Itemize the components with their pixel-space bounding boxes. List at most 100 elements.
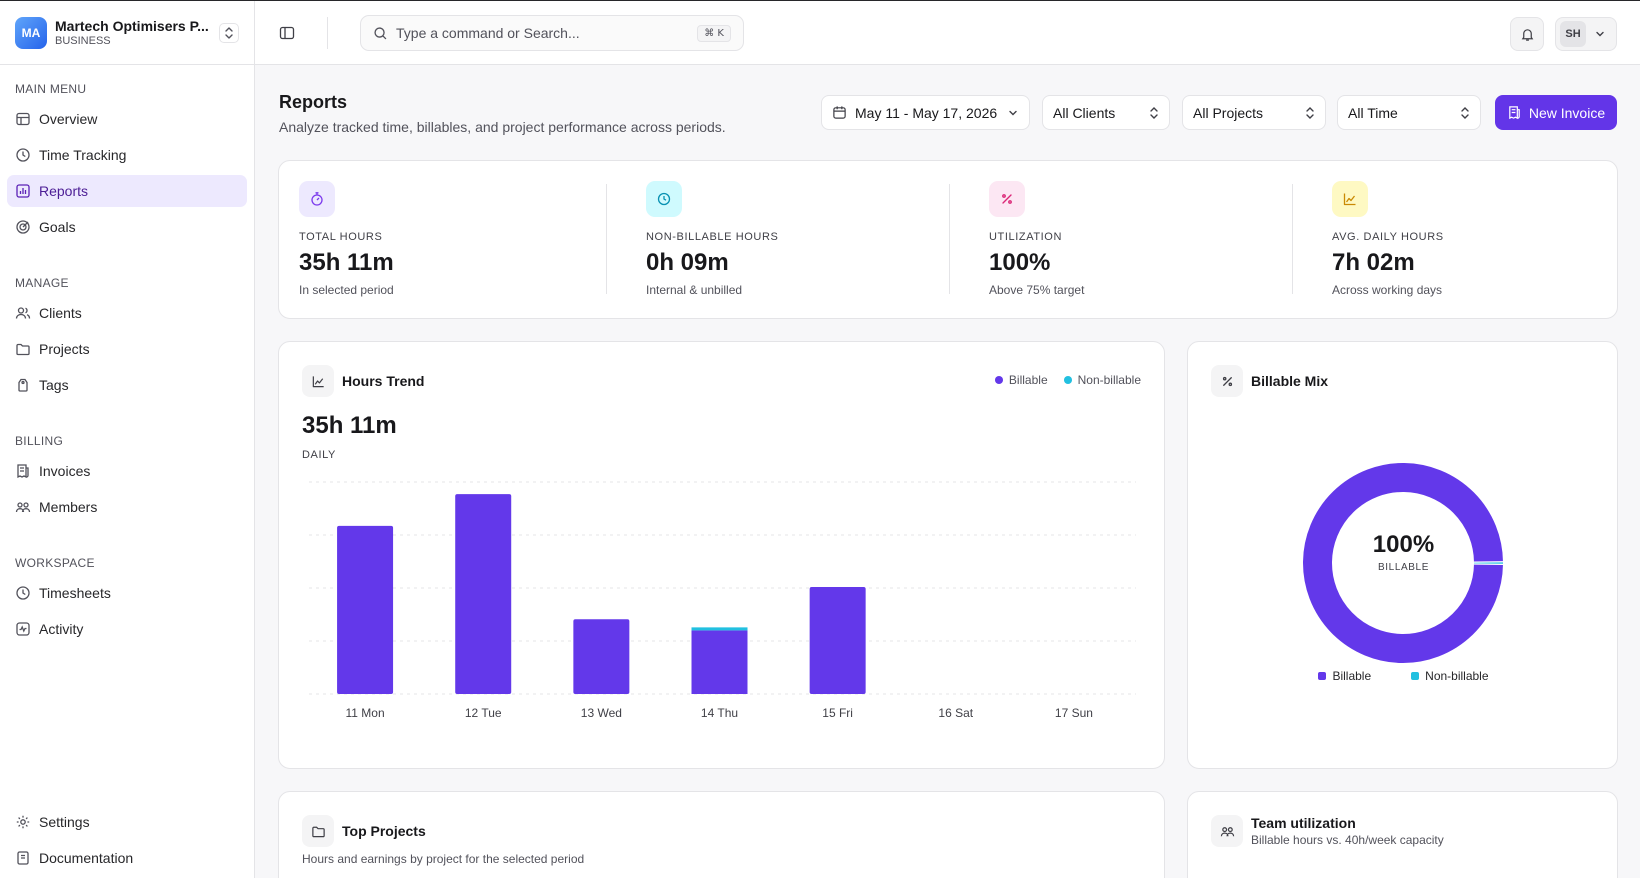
chevrons-up-down-icon [1460, 106, 1470, 119]
sidebar-item-activity[interactable]: Activity [7, 613, 247, 645]
legend-item-billable: Billable [1318, 669, 1371, 683]
org-name: Martech Optimisers P... [55, 18, 209, 34]
sidebar-item-invoices[interactable]: Invoices [7, 455, 247, 487]
sidebar-footer: Settings Documentation [0, 806, 255, 874]
top-projects-card: Top Projects Hours and earnings by proje… [278, 791, 1165, 878]
org-switcher[interactable]: MA Martech Optimisers P... BUSINESS [0, 1, 254, 65]
bar-billable-2[interactable] [573, 619, 630, 694]
date-range-picker[interactable]: May 11 - May 17, 2026 [821, 95, 1030, 130]
stat-label: NON-BILLABLE HOURS [646, 231, 779, 243]
chevrons-up-down-icon [1305, 106, 1315, 119]
chart-legend: Billable Non-billable [994, 373, 1141, 387]
stat-label: UTILIZATION [989, 231, 1063, 243]
projects-select[interactable]: All Projects [1182, 95, 1326, 130]
sidebar: MA Martech Optimisers P... BUSINESS MAIN… [0, 1, 255, 878]
sidebar-item-projects[interactable]: Projects [7, 333, 247, 365]
stat-value: 100% [989, 249, 1051, 276]
clock-icon [646, 181, 682, 217]
new-invoice-button[interactable]: New Invoice [1495, 95, 1617, 130]
chart-legend: Billable Non-billable [1188, 669, 1619, 683]
stats-card: TOTAL HOURS 35h 11m In selected period N… [278, 160, 1618, 319]
x-tick-label: 11 Mon [346, 706, 385, 720]
stat-hint: Above 75% target [989, 283, 1085, 297]
sidebar-item-reports[interactable]: Reports [7, 175, 247, 207]
bar-billable-3[interactable] [691, 630, 748, 694]
period-select[interactable]: All Time [1337, 95, 1481, 130]
bar-billable-0[interactable] [337, 525, 394, 694]
legend-label: Non-billable [1425, 669, 1489, 683]
donut-center-value: 100% [1372, 531, 1435, 558]
main-menu-section: MAIN MENU Overview Time Tracking Reports… [0, 79, 254, 243]
stat-value: 35h 11m [299, 249, 394, 276]
sidebar-item-clients[interactable]: Clients [7, 297, 247, 329]
card-title: Billable Mix [1251, 373, 1329, 389]
users-icon [15, 305, 31, 321]
hours-trend-card: Hours Trend Billable Non-billable 35h 11… [278, 341, 1165, 769]
legend-label: Non-billable [1077, 373, 1141, 387]
search-icon [373, 26, 388, 41]
bar-non-billable-3[interactable] [691, 627, 748, 631]
sidebar-item-settings[interactable]: Settings [7, 806, 248, 838]
sidebar-item-label: Overview [39, 111, 98, 127]
search-box[interactable]: ⌘ K [360, 15, 744, 51]
gear-icon [15, 814, 31, 830]
trend-icon [1332, 181, 1368, 217]
sidebar-item-overview[interactable]: Overview [7, 103, 247, 135]
chevron-down-icon [1007, 107, 1019, 119]
clients-select-value: All Clients [1053, 104, 1116, 121]
chevrons-up-down-icon[interactable] [219, 22, 239, 43]
x-tick-label: 17 Sun [1055, 706, 1093, 720]
card-subtitle: Billable hours vs. 40h/week capacity [1251, 833, 1444, 847]
members-icon [1211, 815, 1243, 847]
search-input[interactable] [396, 25, 698, 41]
sidebar-item-label: Tags [39, 377, 69, 393]
trend-unit: DAILY [302, 449, 336, 461]
stat-utilization: UTILIZATION 100% Above 75% target [989, 181, 1319, 301]
billable-mix-card: Billable Mix 100% BILLABLE Billable Non-… [1187, 341, 1618, 769]
sidebar-item-members[interactable]: Members [7, 491, 247, 523]
card-title: Team utilization [1251, 815, 1356, 831]
sidebar-item-goals[interactable]: Goals [7, 211, 247, 243]
clock-icon [15, 585, 31, 601]
sidebar-item-label: Activity [39, 621, 84, 637]
sidebar-item-timesheets[interactable]: Timesheets [7, 577, 247, 609]
clients-select[interactable]: All Clients [1042, 95, 1170, 130]
sidebar-item-label: Projects [39, 341, 90, 357]
sidebar-item-time-tracking[interactable]: Time Tracking [7, 139, 247, 171]
x-tick-label: 13 Wed [581, 706, 622, 720]
avatar: SH [1560, 21, 1586, 47]
notifications-button[interactable] [1510, 17, 1544, 51]
main-content: Reports Analyze tracked time, billables,… [255, 65, 1640, 878]
sidebar-item-tags[interactable]: Tags [7, 369, 247, 401]
book-icon [15, 850, 31, 866]
sidebar-toggle-icon[interactable] [275, 21, 299, 45]
hours-trend-chart: 11 Mon 12 Tue 13 Wed 14 Thu 15 Fri 16 Sat 17 S… [309, 481, 1136, 720]
user-menu-button[interactable]: SH [1555, 17, 1617, 51]
section-label-manage: MANAGE [15, 276, 69, 290]
sidebar-item-label: Clients [39, 305, 82, 321]
stat-label: TOTAL HOURS [299, 231, 383, 243]
percent-icon [989, 181, 1025, 217]
folder-icon [15, 341, 31, 357]
section-label-billing: BILLING [15, 434, 64, 448]
stat-divider [1292, 184, 1293, 294]
x-tick-label: 14 Thu [701, 706, 738, 720]
billable-mix-chart [1303, 463, 1503, 663]
sidebar-item-label: Invoices [39, 463, 91, 479]
bell-icon [1520, 27, 1535, 42]
stopwatch-icon [299, 181, 335, 217]
legend-item-non-billable: Non-billable [1411, 669, 1489, 683]
sidebar-item-documentation[interactable]: Documentation [7, 842, 248, 874]
trend-icon [302, 365, 334, 397]
bar-billable-1[interactable] [455, 494, 512, 694]
dashboard-icon [15, 111, 31, 127]
stat-hint: In selected period [299, 283, 394, 297]
org-plan: BUSINESS [55, 35, 111, 47]
card-title: Hours Trend [342, 373, 425, 389]
workspace-section: WORKSPACE Timesheets Activity [0, 553, 254, 645]
tag-icon [15, 377, 31, 393]
shortcut-hint: ⌘ K [697, 24, 731, 42]
bar-billable-4[interactable] [809, 586, 866, 694]
team-utilization-card: Team utilization Billable hours vs. 40h/… [1187, 791, 1618, 878]
donut-center-label: BILLABLE [1378, 562, 1429, 573]
